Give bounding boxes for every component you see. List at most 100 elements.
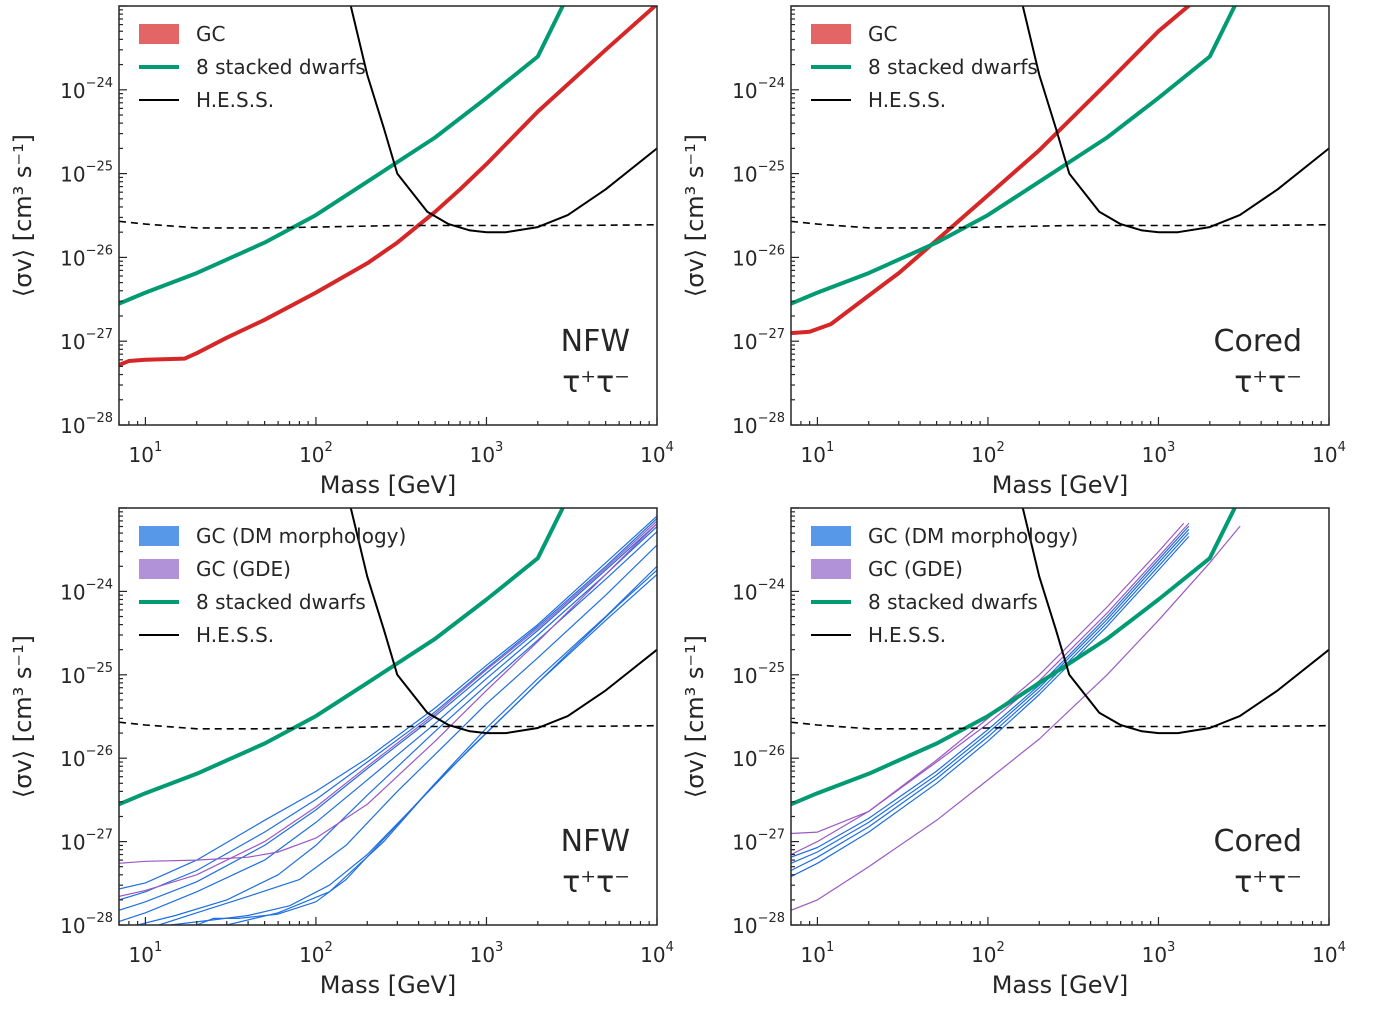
series-line-curve-5 [791, 525, 1241, 911]
legend-swatch [139, 526, 179, 546]
channel-annotation: τ⁺τ⁻ [1234, 865, 1302, 900]
series-line-h-e-s-s- [349, 6, 657, 234]
legend-swatch [811, 24, 851, 44]
series-line-8-stacked-dwarfs [791, 508, 1237, 807]
legend-label: GC [196, 22, 225, 46]
x-axis-label: Mass [GeV] [320, 471, 457, 499]
series-line-curve-0 [791, 525, 1190, 858]
series-line-curve-2 [791, 532, 1190, 872]
series-line-curve-10 [119, 520, 657, 897]
legend-label: GC (DM morphology) [868, 524, 1078, 548]
series-line-8-stacked-dwarfs [791, 6, 1237, 306]
legend-label: 8 stacked dwarfs [196, 55, 366, 79]
legend-swatch [811, 559, 851, 579]
y-axis-label: ⟨σv⟩ [cm³ s⁻¹] [681, 635, 709, 798]
channel-annotation: τ⁺τ⁻ [562, 865, 630, 900]
y-tick-label: 10−24 [732, 577, 785, 604]
legend-label: GC (DM morphology) [196, 524, 406, 548]
plot-frame [118, 507, 658, 926]
series-line-h-e-s-s- [1021, 508, 1329, 735]
series-line-8-stacked-dwarfs [119, 508, 565, 807]
y-axis-label: ⟨σv⟩ [cm³ s⁻¹] [681, 134, 709, 297]
series-group [791, 6, 1329, 336]
legend-label: GC [868, 22, 897, 46]
legend-label: H.E.S.S. [868, 623, 946, 647]
y-tick-label: 10−28 [60, 911, 113, 938]
x-axis-label: Mass [GeV] [992, 471, 1129, 499]
x-tick-label: 101 [801, 440, 835, 467]
legend-label: GC (GDE) [196, 557, 291, 581]
plot-frame [790, 5, 1330, 426]
series-line-thermal-relic [119, 721, 657, 730]
x-tick-label: 103 [470, 940, 504, 967]
series-line-thermal-relic [791, 721, 1329, 730]
x-tick-label: 103 [1142, 440, 1176, 467]
panel-1: 101 102 103 104 10−28 10−27 10−26 10−25 10−24 Mas… [9, 5, 674, 499]
legend-label: 8 stacked dwarfs [868, 55, 1038, 79]
x-tick-label: 102 [299, 440, 333, 467]
x-tick-label: 103 [1142, 940, 1176, 967]
plot-frame [118, 5, 658, 426]
y-tick-label: 10−27 [732, 327, 785, 354]
x-tick-label: 102 [971, 440, 1005, 467]
legend-label: H.E.S.S. [196, 88, 274, 112]
profile-annotation: Cored [1214, 824, 1302, 859]
x-tick-label: 101 [129, 940, 163, 967]
profile-annotation: NFW [561, 324, 630, 359]
series-line-curve-6 [169, 569, 657, 925]
x-axis-label: Mass [GeV] [320, 971, 457, 999]
x-tick-label: 104 [640, 440, 674, 467]
y-tick-label: 10−24 [60, 76, 113, 103]
y-tick-label: 10−27 [60, 327, 113, 354]
series-line-gc [791, 6, 1191, 336]
series-line-curve-6 [791, 523, 1184, 856]
channel-annotation: τ⁺τ⁻ [1234, 365, 1302, 400]
series-line-8-stacked-dwarfs [119, 6, 565, 306]
series-group [119, 6, 657, 367]
series-group [119, 508, 657, 925]
series-line-curve-8 [196, 565, 657, 925]
legend-label: 8 stacked dwarfs [196, 590, 366, 614]
x-tick-label: 102 [971, 940, 1005, 967]
series-line-curve-1 [119, 517, 657, 901]
panel-4: 101 102 103 104 10−28 10−27 10−26 10−25 10−24 Mas… [681, 507, 1346, 999]
y-tick-label: 10−27 [60, 828, 113, 855]
series-line-curve-0 [119, 515, 657, 890]
series-line-curve-4 [791, 523, 1190, 835]
series-group [791, 508, 1329, 911]
legend-label: H.E.S.S. [868, 88, 946, 112]
panel-2: 101 102 103 104 10−28 10−27 10−26 10−25 10−24 Mas… [681, 5, 1346, 499]
series-line-curve-3 [119, 525, 657, 923]
profile-annotation: Cored [1214, 324, 1302, 359]
legend-swatch [139, 24, 179, 44]
series-line-h-e-s-s- [1021, 6, 1329, 234]
x-tick-label: 101 [801, 940, 835, 967]
y-tick-label: 10−26 [732, 744, 785, 771]
legend-swatch [811, 526, 851, 546]
panel-3: 101 102 103 104 10−28 10−27 10−26 10−25 10−24 Mas… [9, 507, 674, 999]
series-line-curve-5 [158, 544, 657, 925]
x-tick-label: 104 [1312, 440, 1346, 467]
y-tick-label: 10−26 [732, 243, 785, 270]
y-tick-label: 10−28 [60, 411, 113, 438]
y-tick-label: 10−26 [60, 243, 113, 270]
series-line-curve-9 [119, 523, 657, 864]
series-line-curve-7 [188, 573, 657, 925]
channel-annotation: τ⁺τ⁻ [562, 365, 630, 400]
series-line-h-e-s-s- [349, 508, 657, 735]
y-tick-label: 10−28 [732, 911, 785, 938]
y-tick-label: 10−25 [60, 661, 113, 688]
y-tick-label: 10−25 [732, 160, 785, 187]
y-tick-label: 10−24 [60, 577, 113, 604]
series-line-curve-3 [791, 536, 1190, 878]
y-tick-label: 10−24 [732, 76, 785, 103]
y-tick-label: 10−28 [732, 411, 785, 438]
legend-label: 8 stacked dwarfs [868, 590, 1038, 614]
series-line-curve-2 [119, 523, 657, 911]
series-line-thermal-relic [119, 220, 657, 229]
y-axis-label: ⟨σv⟩ [cm³ s⁻¹] [9, 134, 37, 297]
series-line-curve-1 [791, 529, 1190, 864]
x-tick-label: 102 [299, 940, 333, 967]
profile-annotation: NFW [561, 824, 630, 859]
